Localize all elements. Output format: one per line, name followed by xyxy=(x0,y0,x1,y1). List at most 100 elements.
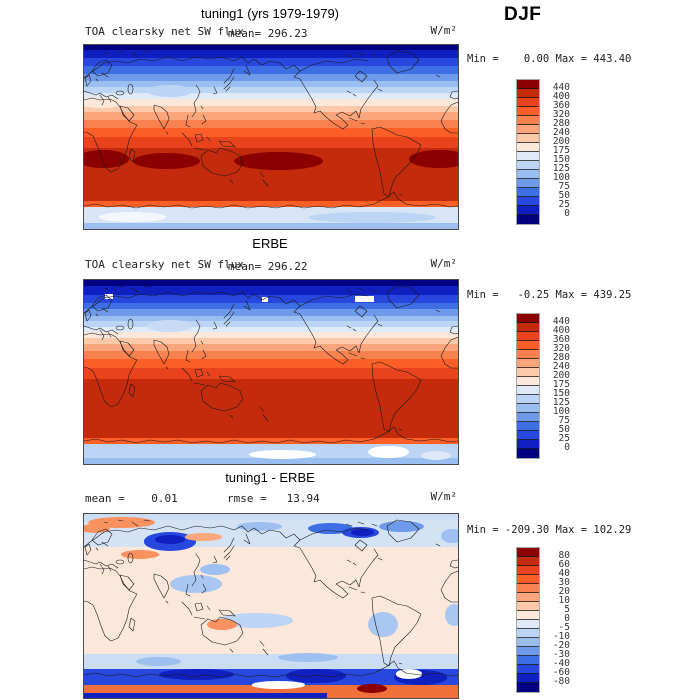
panel3-units-label: W/m² xyxy=(430,490,458,503)
colorbar-tick-label: 440 xyxy=(552,82,570,93)
map-blob xyxy=(98,212,167,222)
map-band xyxy=(84,92,458,100)
colorbar-labels-difference: 80 60 40 30 20 10 5 0 -5 -10 -20 -30 -40 -60 -80 xyxy=(544,547,570,691)
colorbar-tick-label: 360 xyxy=(552,334,570,345)
map-band xyxy=(84,99,458,106)
colorbar-tick-label: 50 xyxy=(558,190,570,201)
colorbar-tick-label: 400 xyxy=(552,91,570,102)
map-band xyxy=(84,359,458,369)
colorbar-cell xyxy=(517,98,539,107)
colorbar-cell xyxy=(517,638,539,647)
colorbar-tick-label: 60 xyxy=(558,559,570,570)
colorbar-labels-tuning1: 440 400 360 320 280 240 200 175 150 125 100 75 50 25 0 xyxy=(544,79,570,223)
map-blob xyxy=(199,563,230,575)
colorbar-cell xyxy=(517,125,539,134)
colorbar-cell xyxy=(517,629,539,638)
map-band xyxy=(84,80,458,88)
map-tuning1 xyxy=(83,44,459,230)
colorbar-cell xyxy=(517,566,539,575)
colorbar-cell xyxy=(517,386,539,395)
map-band xyxy=(84,105,458,113)
season-label: DJF xyxy=(504,4,542,25)
map-blob xyxy=(351,528,374,537)
map-blob xyxy=(420,451,451,461)
map-band xyxy=(84,315,458,322)
colorbar-tick-label: 25 xyxy=(558,433,570,444)
colorbar-tick-label: 50 xyxy=(558,424,570,435)
map-band xyxy=(84,303,458,310)
colorbar-cell xyxy=(517,377,539,386)
colorbar-cell xyxy=(517,368,539,377)
map-blob xyxy=(278,652,339,663)
map-blob xyxy=(184,533,223,541)
panel1-title: tuning1 (yrs 1979-1979) xyxy=(200,6,340,21)
map-band xyxy=(84,201,458,207)
colorbar-tick-label: 100 xyxy=(552,406,570,417)
colorbar-cell xyxy=(517,188,539,197)
map-blob xyxy=(218,613,294,629)
colorbar-tick-label: 150 xyxy=(552,154,570,165)
map-band xyxy=(84,119,458,128)
map-band xyxy=(84,350,458,360)
map-blob xyxy=(444,604,458,627)
colorbar-tick-label: 10 xyxy=(558,595,570,606)
colorbar-tick-label: 400 xyxy=(552,325,570,336)
map-band xyxy=(84,87,458,93)
colorbar-cell xyxy=(517,593,539,602)
panel2-title: ERBE xyxy=(252,236,288,251)
colorbar-tick-label: 320 xyxy=(552,109,570,120)
colorbar-cell xyxy=(517,440,539,449)
colorbar-cell xyxy=(517,683,539,692)
map-band xyxy=(84,57,458,67)
panel2-mean-value: mean= 296.22 xyxy=(228,260,308,273)
map-blob xyxy=(207,618,238,630)
colorbar-tick-label: 100 xyxy=(552,172,570,183)
colorbar-cell xyxy=(517,323,539,332)
colorbar-tick-label: 75 xyxy=(558,415,570,426)
map-band xyxy=(84,137,458,149)
colorbar-cell xyxy=(517,413,539,422)
panel1-minmax-label: Min = 0.00 Max = 443.40 xyxy=(467,53,632,65)
map-blob xyxy=(84,524,111,534)
map-band xyxy=(84,285,458,295)
colorbar-cell xyxy=(517,116,539,125)
colorbar-tick-label: -10 xyxy=(552,631,570,642)
colorbar-tick-label: -30 xyxy=(552,649,570,660)
map-blob xyxy=(357,684,387,694)
panel1-field-label: TOA clearsky net SW flux xyxy=(85,25,244,38)
map-blob xyxy=(147,85,193,97)
colorbar-tick-label: -80 xyxy=(552,676,570,687)
map-blob xyxy=(136,656,182,666)
map-band xyxy=(84,45,458,50)
map-blob xyxy=(121,549,159,560)
map-band xyxy=(84,309,458,316)
map-blob xyxy=(261,297,269,302)
map-band xyxy=(84,280,458,286)
colorbar-tick-label: 175 xyxy=(552,145,570,156)
colorbar-tick-label: 150 xyxy=(552,388,570,399)
colorbar-cell xyxy=(517,656,539,665)
map-blob xyxy=(87,516,156,528)
map-band xyxy=(84,337,458,345)
colorbar-tick-label: 125 xyxy=(552,397,570,408)
colorbar-tick-label: 175 xyxy=(552,379,570,390)
map-band xyxy=(84,112,458,120)
map-band xyxy=(84,438,458,444)
colorbar-cell xyxy=(517,575,539,584)
panel3-minmax-label: Min = -209.30 Max = 102.29 xyxy=(467,524,632,536)
panel2-units-label: W/m² xyxy=(430,257,458,270)
colorbar-cell xyxy=(517,350,539,359)
colorbar-tick-label: 75 xyxy=(558,181,570,192)
colorbar-cell xyxy=(517,449,539,458)
map-blob xyxy=(379,521,425,533)
map-blob xyxy=(308,523,354,535)
colorbar-tick-label: 30 xyxy=(558,577,570,588)
map-band xyxy=(84,344,458,351)
colorbar-tick-label: 5 xyxy=(564,604,570,615)
colorbar-difference xyxy=(516,547,540,693)
map-band xyxy=(84,49,458,58)
panel2-minmax-label: Min = -0.25 Max = 439.25 xyxy=(467,289,632,301)
colorbar-cell xyxy=(517,341,539,350)
colorbar-cell xyxy=(517,161,539,170)
colorbar-cell xyxy=(517,170,539,179)
